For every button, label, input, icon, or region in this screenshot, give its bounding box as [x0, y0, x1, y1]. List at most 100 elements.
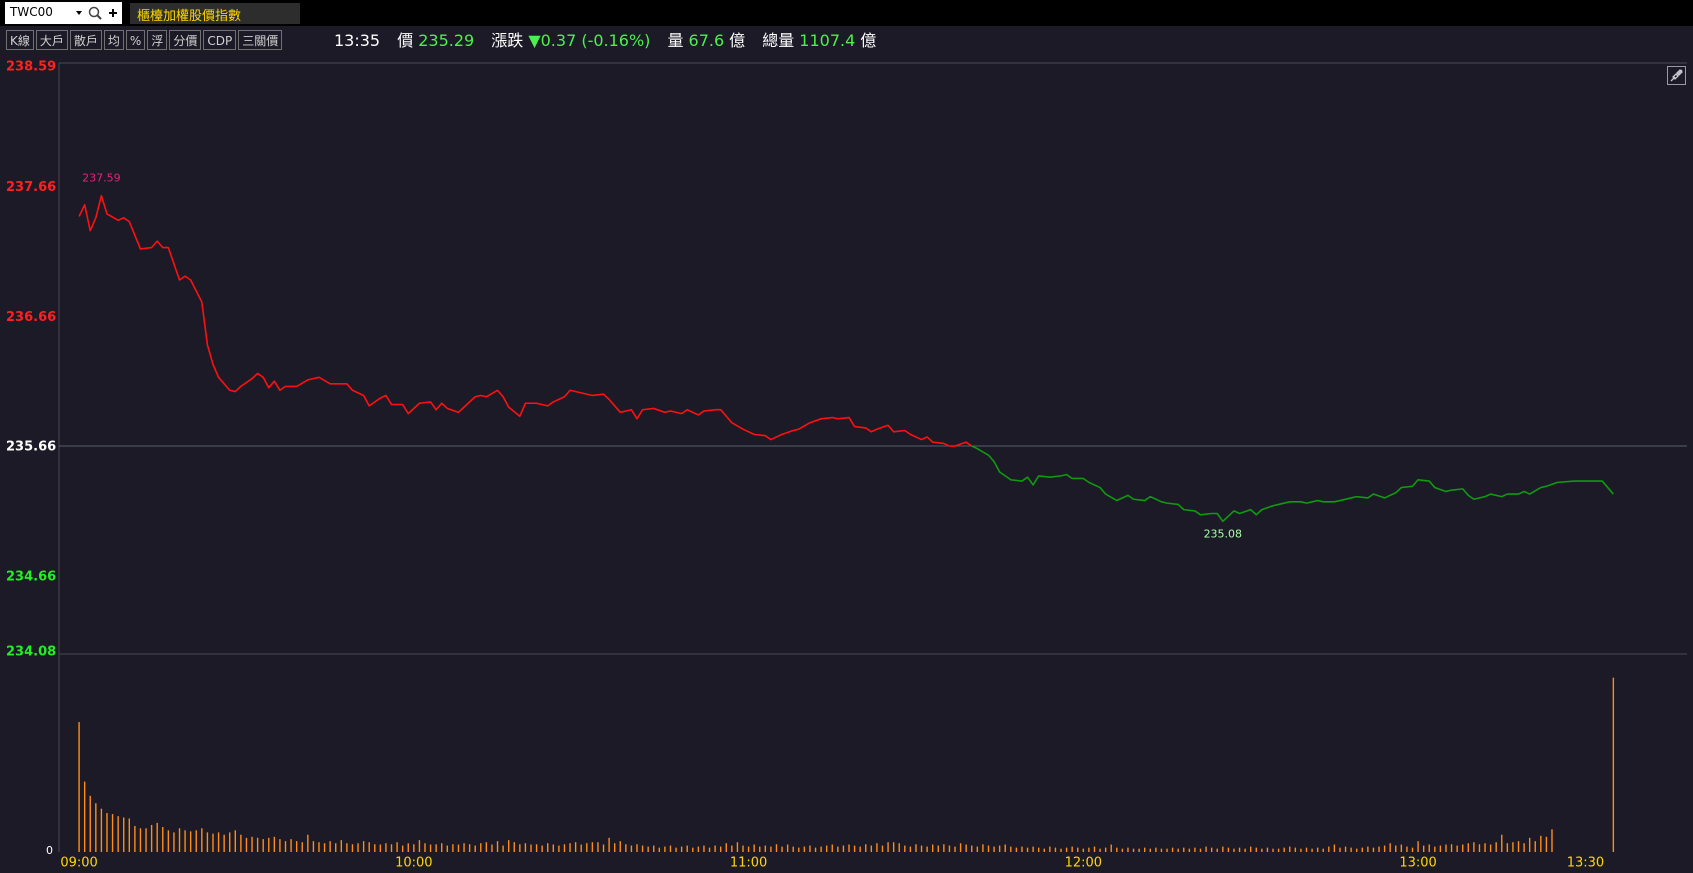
link-icon[interactable] [1667, 66, 1686, 85]
toolbar-button[interactable]: CDP [203, 30, 237, 50]
volume-bar [1294, 847, 1297, 852]
volume-unit: 億 [729, 31, 746, 50]
volume-bar [547, 843, 549, 852]
volume-bar [468, 844, 471, 852]
volume-bar [1194, 847, 1196, 852]
volume-bar [1093, 846, 1096, 852]
volume-bar [798, 847, 800, 852]
volume-bar [680, 846, 683, 852]
toolbar-button[interactable]: 均 [103, 30, 124, 50]
volume-bar [719, 846, 722, 852]
volume-bar [1456, 845, 1458, 852]
volume-bar [613, 843, 616, 852]
volume-bar [775, 844, 778, 852]
volume-bar [284, 841, 287, 852]
volume-bar [1528, 837, 1531, 852]
volume-bar [770, 846, 772, 852]
volume-bar [273, 836, 276, 852]
volume-bar [535, 844, 538, 852]
volume-bar [1266, 847, 1269, 852]
volume-bar [971, 845, 973, 852]
volume-bar [608, 837, 610, 852]
volume-bar [1082, 848, 1085, 852]
volume-bar [1261, 848, 1263, 852]
volume-bar [552, 844, 555, 852]
link-icon-box[interactable] [1667, 66, 1686, 85]
toolbar-button[interactable]: 大戶 [35, 30, 68, 50]
price-line [971, 445, 1614, 523]
volume-bar [362, 841, 365, 852]
toolbar-button[interactable]: % [125, 30, 146, 50]
volume-bar [379, 844, 382, 852]
volume-bar [1406, 846, 1408, 852]
volume-bar [625, 844, 627, 852]
volume-bar [1434, 846, 1436, 852]
toolbar-button[interactable]: 散戶 [69, 30, 102, 50]
volume-bar [167, 830, 170, 852]
volume-bar [747, 846, 750, 852]
volume-bar [1121, 848, 1124, 852]
volume-bar [123, 817, 125, 852]
volume-bar [407, 843, 409, 852]
volume-bar [759, 846, 761, 852]
volume-bar [781, 846, 783, 852]
volume-bar [1038, 847, 1040, 852]
volume-bar [1378, 846, 1380, 852]
volume-bar [658, 847, 661, 852]
toolbar-button[interactable]: 浮 [147, 30, 168, 50]
volume-bar [870, 845, 873, 852]
volume-bar [1517, 841, 1520, 852]
volume-bar [111, 814, 114, 852]
volume-bar [859, 846, 861, 852]
volume-bar [976, 846, 979, 852]
price-line [78, 194, 973, 447]
volume-bar [502, 845, 504, 852]
volume-bar [301, 842, 303, 852]
volume-bar [418, 840, 421, 852]
volume-bar [1495, 842, 1497, 852]
name-box: 櫃檯加權股價指數 [130, 3, 300, 24]
volume-bar [753, 844, 755, 852]
quote-row: 13:35 價 235.29 漲跌 ▼0.37 (-0.16%) 量 67.6 億 總量… [334, 30, 881, 52]
volume-bar [731, 845, 733, 852]
volume-bar [965, 844, 967, 852]
dropdown-arrow[interactable] [76, 11, 82, 15]
volume-bar [1439, 845, 1442, 852]
volume-bar [848, 844, 850, 852]
volume-bar [820, 846, 822, 852]
volume-bar [669, 845, 672, 852]
volume-bar [1305, 847, 1308, 852]
volume-bar [1088, 847, 1090, 852]
volume-bar [630, 845, 633, 852]
volume-bar [268, 837, 270, 852]
toolbar-button[interactable]: 三關價 [238, 30, 283, 50]
volume-bar [993, 846, 995, 852]
volume-bar [842, 845, 845, 852]
volume-bar [307, 834, 309, 852]
volume-bar [519, 844, 521, 852]
volume-bar [240, 834, 242, 852]
search-icon[interactable] [88, 6, 100, 18]
volume-bar [1188, 848, 1191, 852]
volume-bar [636, 844, 638, 852]
volume-bar [1400, 844, 1403, 852]
volume-bar [831, 844, 833, 852]
volume-bar [892, 842, 895, 852]
toolbar-button[interactable]: 分價 [169, 30, 202, 50]
volume-bar [943, 844, 945, 852]
toolbar-button[interactable]: K線 [6, 30, 34, 50]
volume-bar [1166, 848, 1168, 852]
volume-bar [619, 841, 621, 852]
volume-bar [1322, 848, 1324, 852]
volume-bar [1183, 847, 1185, 852]
volume-bar [1199, 848, 1202, 852]
volume-bar [1177, 848, 1179, 852]
symbol-input[interactable]: TWC00 [5, 2, 122, 24]
volume-bar [641, 845, 644, 852]
instrument-name: 櫃檯加權股價指數 [137, 9, 242, 24]
x-tick-label: 12:00 [1065, 856, 1102, 871]
volume-bar [574, 842, 577, 852]
volume-bar [335, 843, 337, 852]
volume-bar [1227, 847, 1230, 852]
volume-bar [987, 845, 990, 852]
